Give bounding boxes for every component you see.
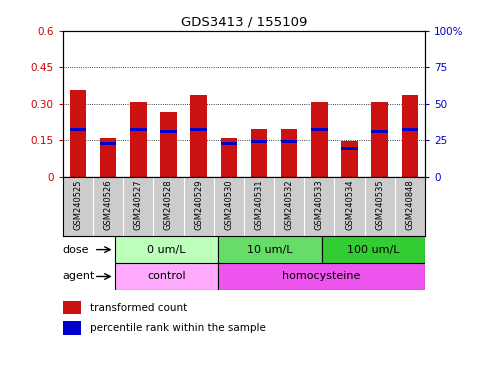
- Title: GDS3413 / 155109: GDS3413 / 155109: [181, 15, 307, 28]
- Bar: [221, 142, 237, 146]
- Text: GSM240526: GSM240526: [103, 180, 113, 230]
- Bar: [311, 127, 327, 131]
- Bar: [114, 236, 218, 263]
- Bar: [281, 140, 298, 143]
- Bar: [70, 90, 86, 177]
- Bar: [371, 103, 388, 177]
- Text: GSM240533: GSM240533: [315, 180, 324, 230]
- Text: GSM240535: GSM240535: [375, 180, 384, 230]
- Bar: [130, 103, 146, 177]
- Bar: [251, 140, 267, 143]
- Bar: [251, 129, 267, 177]
- Bar: [311, 103, 327, 177]
- Bar: [160, 130, 177, 133]
- Text: homocysteine: homocysteine: [283, 271, 361, 281]
- Text: agent: agent: [63, 271, 95, 281]
- Bar: [341, 141, 358, 177]
- Bar: [70, 127, 86, 131]
- Text: GSM240530: GSM240530: [224, 180, 233, 230]
- Bar: [371, 130, 388, 133]
- Text: control: control: [147, 271, 185, 281]
- Bar: [218, 236, 322, 263]
- Text: GSM240527: GSM240527: [134, 180, 143, 230]
- Bar: [402, 127, 418, 131]
- Bar: [190, 95, 207, 177]
- Bar: [190, 127, 207, 131]
- Bar: [402, 95, 418, 177]
- Text: GSM240525: GSM240525: [73, 180, 83, 230]
- Text: transformed count: transformed count: [90, 303, 187, 313]
- Bar: [221, 138, 237, 177]
- Text: dose: dose: [63, 245, 89, 255]
- Bar: [100, 138, 116, 177]
- Bar: [63, 321, 81, 335]
- Text: GSM240532: GSM240532: [284, 180, 294, 230]
- Bar: [130, 127, 146, 131]
- Bar: [341, 147, 358, 150]
- Text: 10 um/L: 10 um/L: [247, 245, 293, 255]
- Text: GSM240528: GSM240528: [164, 180, 173, 230]
- Bar: [281, 129, 298, 177]
- Bar: [160, 112, 177, 177]
- Text: percentile rank within the sample: percentile rank within the sample: [90, 323, 266, 333]
- Bar: [63, 301, 81, 314]
- Bar: [114, 263, 218, 290]
- Text: GSM240534: GSM240534: [345, 180, 354, 230]
- Text: GSM240531: GSM240531: [255, 180, 264, 230]
- Text: GSM240848: GSM240848: [405, 180, 414, 230]
- Text: 0 um/L: 0 um/L: [147, 245, 185, 255]
- Text: 100 um/L: 100 um/L: [347, 245, 399, 255]
- Bar: [100, 142, 116, 146]
- Bar: [218, 263, 425, 290]
- Text: GSM240529: GSM240529: [194, 180, 203, 230]
- Bar: [322, 236, 425, 263]
